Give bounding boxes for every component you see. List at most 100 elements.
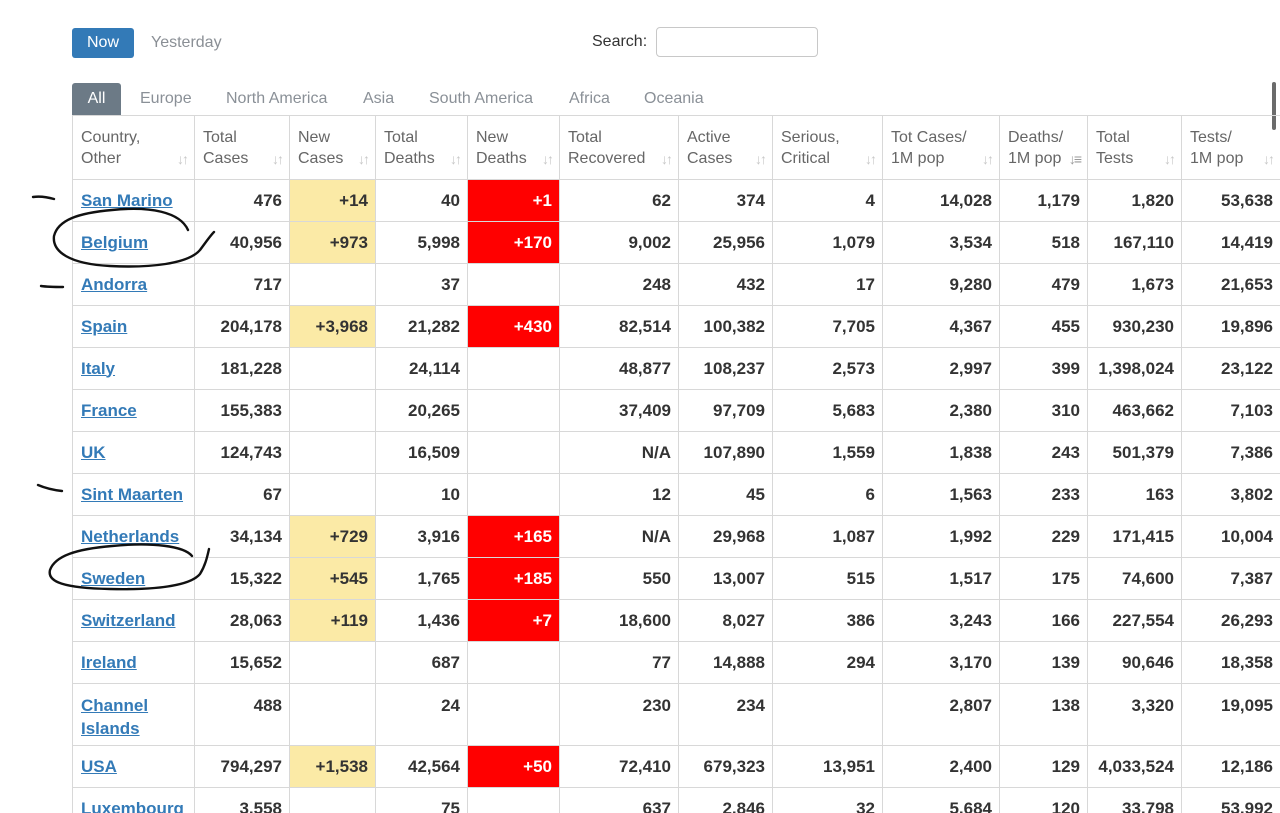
column-header-total-tests[interactable]: Total Tests ↓↑	[1087, 115, 1182, 180]
now-button[interactable]: Now	[72, 28, 134, 58]
country-link[interactable]: Channel Islands	[81, 696, 149, 738]
tests-per-1m-cell: 53,638	[1181, 179, 1280, 222]
sort-arrows-icon[interactable]: ↓↑	[177, 151, 189, 167]
sort-arrows-icon[interactable]: ↓↑	[450, 151, 462, 167]
column-header-label: Deaths	[384, 149, 435, 167]
serious-critical-cell: 294	[772, 641, 883, 684]
column-header-deaths-per-1m[interactable]: Deaths/1M pop ↓≡	[999, 115, 1088, 180]
total-tests-cell: 930,230	[1087, 305, 1182, 348]
column-header-total-deaths[interactable]: Total Deaths ↓↑	[375, 115, 468, 180]
country-link[interactable]: USA	[81, 756, 117, 776]
column-header-active-cases[interactable]: Active Cases ↓↑	[678, 115, 773, 180]
country-link[interactable]: Netherlands	[81, 526, 180, 546]
new-deaths-cell: +430	[467, 305, 560, 348]
total-recovered-cell: N/A	[559, 515, 679, 558]
total-tests-cell: 3,320	[1087, 683, 1182, 746]
country-link[interactable]: Switzerland	[81, 610, 176, 630]
country-link[interactable]: Andorra	[81, 274, 148, 294]
country-link[interactable]: Sweden	[81, 568, 146, 588]
sort-arrows-icon[interactable]: ↓↑	[661, 151, 673, 167]
total-cases-cell: 488	[194, 683, 290, 746]
search-input[interactable]	[656, 27, 818, 57]
sort-descending-icon[interactable]: ↓≡	[1068, 151, 1082, 167]
column-header-new-deaths[interactable]: New Deaths ↓↑	[467, 115, 560, 180]
tab-europe[interactable]: Europe	[140, 90, 192, 107]
country-cell: Belgium	[72, 221, 195, 264]
active-cases-cell: 14,888	[678, 641, 773, 684]
tab-south-america[interactable]: South America	[429, 90, 534, 107]
country-cell: France	[72, 389, 195, 432]
sort-arrows-icon[interactable]: ↓↑	[1263, 151, 1275, 167]
tab-north-america[interactable]: North America	[226, 90, 328, 107]
column-header-tot-cases-per-1m[interactable]: Tot Cases/1M pop ↓↑	[882, 115, 1000, 180]
sort-arrows-icon[interactable]: ↓↑	[1164, 151, 1176, 167]
sort-arrows-icon[interactable]: ↓↑	[982, 151, 994, 167]
tab-all[interactable]: All	[72, 83, 121, 115]
column-header-label: Tests/	[1190, 128, 1232, 146]
total-deaths-cell: 1,436	[375, 599, 468, 642]
country-link[interactable]: Sint Maarten	[81, 484, 184, 504]
country-cell: Andorra	[72, 263, 195, 306]
tab-oceania[interactable]: Oceania	[644, 90, 704, 107]
total-recovered-cell: 77	[559, 641, 679, 684]
country-link[interactable]: Italy	[81, 358, 116, 378]
new-cases-cell	[289, 683, 376, 746]
column-header-total-cases[interactable]: Total Cases ↓↑	[194, 115, 290, 180]
total-cases-cell: 476	[194, 179, 290, 222]
total-tests-cell: 463,662	[1087, 389, 1182, 432]
sort-arrows-icon[interactable]: ↓↑	[755, 151, 767, 167]
total-tests-cell: 163	[1087, 473, 1182, 516]
deaths-per-1m-cell: 1,179	[999, 179, 1088, 222]
total-recovered-cell: 18,600	[559, 599, 679, 642]
sort-arrows-icon[interactable]: ↓↑	[865, 151, 877, 167]
column-header-tests-per-1m[interactable]: Tests/1M pop ↓↑	[1181, 115, 1280, 180]
column-header-country[interactable]: Country, Other ↓↑	[72, 115, 195, 180]
total-cases-cell: 794,297	[194, 745, 290, 788]
column-header-serious-critical[interactable]: Serious, Critical ↓↑	[772, 115, 883, 180]
tab-asia[interactable]: Asia	[363, 90, 395, 107]
tests-per-1m-cell: 26,293	[1181, 599, 1280, 642]
serious-critical-cell: 1,087	[772, 515, 883, 558]
total-deaths-cell: 16,509	[375, 431, 468, 474]
sort-arrows-icon[interactable]: ↓↑	[358, 151, 370, 167]
country-link[interactable]: Ireland	[81, 652, 137, 672]
new-cases-cell	[289, 473, 376, 516]
sort-arrows-icon[interactable]: ↓↑	[542, 151, 554, 167]
total-deaths-cell: 10	[375, 473, 468, 516]
tests-per-1m-cell: 18,358	[1181, 641, 1280, 684]
column-header-label: Cases	[298, 149, 344, 167]
active-cases-cell: 13,007	[678, 557, 773, 600]
country-link[interactable]: Luxembourg	[81, 798, 184, 813]
country-link[interactable]: France	[81, 400, 137, 420]
country-cell: San Marino	[72, 179, 195, 222]
country-cell: Netherlands	[72, 515, 195, 558]
total-cases-cell: 204,178	[194, 305, 290, 348]
tab-africa[interactable]: Africa	[569, 90, 610, 107]
yesterday-button[interactable]: Yesterday	[151, 34, 222, 51]
total-recovered-cell: 82,514	[559, 305, 679, 348]
new-cases-cell	[289, 263, 376, 306]
tot-cases-per-1m-cell: 2,997	[882, 347, 1000, 390]
new-deaths-cell: +185	[467, 557, 560, 600]
active-cases-cell: 100,382	[678, 305, 773, 348]
total-recovered-cell: 72,410	[559, 745, 679, 788]
new-deaths-cell: +1	[467, 179, 560, 222]
country-link[interactable]: UK	[81, 442, 106, 462]
country-link[interactable]: San Marino	[81, 190, 173, 210]
deaths-per-1m-cell: 129	[999, 745, 1088, 788]
deaths-per-1m-cell: 229	[999, 515, 1088, 558]
sort-arrows-icon[interactable]: ↓↑	[272, 151, 284, 167]
country-link[interactable]: Belgium	[81, 232, 149, 252]
tot-cases-per-1m-cell: 1,517	[882, 557, 1000, 600]
total-tests-cell: 1,820	[1087, 179, 1182, 222]
active-cases-cell: 374	[678, 179, 773, 222]
country-link[interactable]: Spain	[81, 316, 128, 336]
country-cell: Spain	[72, 305, 195, 348]
table-row: Ireland 15,652 687 77 14,888 294 3,170 139 90,64…	[72, 641, 1280, 684]
total-deaths-cell: 75	[375, 787, 468, 813]
deaths-per-1m-cell: 120	[999, 787, 1088, 813]
vertical-scrollbar[interactable]	[1272, 82, 1276, 130]
column-header-total-recovered[interactable]: Total Recovered ↓↑	[559, 115, 679, 180]
new-deaths-cell	[467, 347, 560, 390]
column-header-new-cases[interactable]: New Cases ↓↑	[289, 115, 376, 180]
